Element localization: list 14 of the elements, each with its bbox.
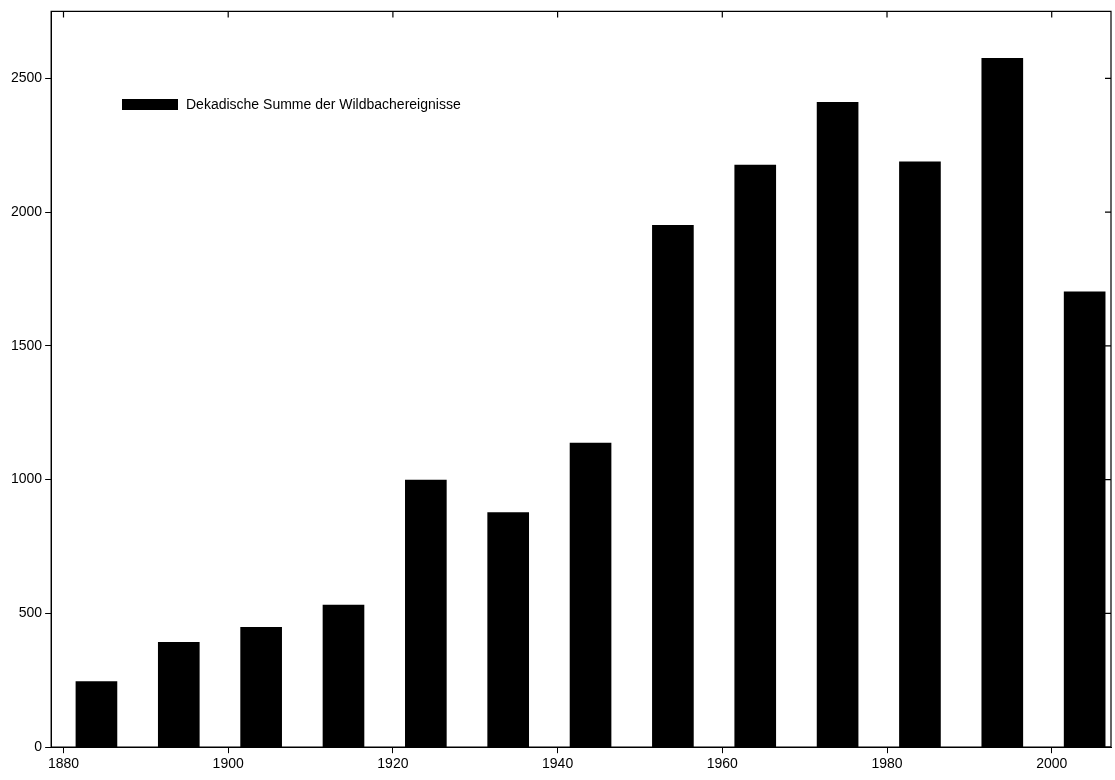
x-tick-label: 1920	[377, 755, 409, 772]
y-tick-label: 1500	[10, 336, 43, 353]
x-tick-label: 1880	[47, 755, 80, 772]
legend-label: Dekadische Summe der Wildbachereignisse	[186, 96, 461, 112]
y-tick-label: 2000	[10, 202, 43, 219]
y-tick-label: 1000	[10, 470, 43, 487]
y-tick-label: 500	[18, 604, 43, 621]
x-tick-label: 1960	[706, 755, 739, 772]
x-tick-label: 2000	[1036, 755, 1068, 772]
x-tick-label: 1980	[871, 755, 903, 772]
y-tick-label: 0	[34, 738, 43, 755]
y-tick-label: 2500	[10, 69, 43, 86]
x-tick-label: 1900	[212, 755, 244, 772]
x-tick-label: 1940	[542, 755, 574, 772]
